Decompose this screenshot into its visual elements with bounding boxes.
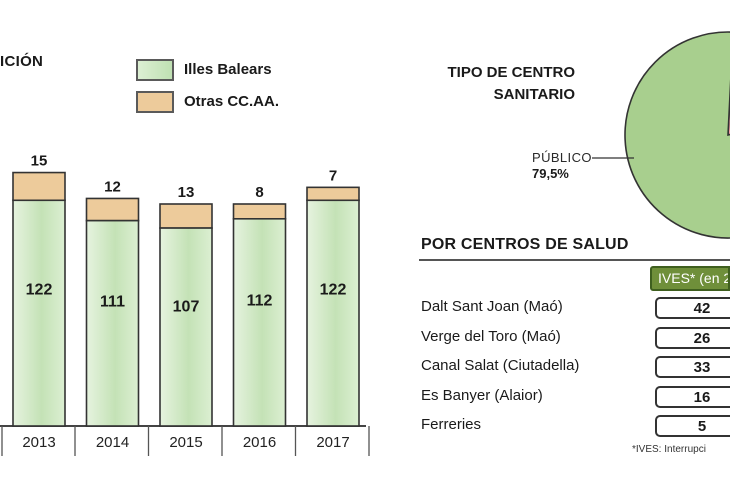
- pie-title-line2: SANITARIO: [493, 86, 575, 103]
- bar-illes-2015: [159, 227, 213, 427]
- table-row-label: Canal Salat (Ciutadella): [421, 357, 580, 374]
- table-row-value: 33: [655, 356, 730, 378]
- legend-swatch-illes-balears: [136, 59, 174, 81]
- pie-slice-pct-publico: 79,5%: [532, 166, 569, 181]
- bar-label-illes-2016: 112: [247, 293, 273, 310]
- table-column-header: IVES* (en 20: [650, 266, 730, 291]
- bar-label-otras-2015: 13: [178, 184, 195, 201]
- x-tick-label-2013: 2013: [22, 434, 55, 451]
- table-row-value: 16: [655, 385, 730, 408]
- table-row-label: Verge del Toro (Maó): [421, 327, 561, 345]
- pie-leader-line: [592, 157, 634, 159]
- x-tick-label-2014: 2014: [96, 434, 129, 451]
- table-row-value: 5: [655, 415, 730, 437]
- bar-illes-2016: [232, 218, 287, 427]
- x-tick-label-2016: 2016: [243, 434, 276, 451]
- bar-label-illes-2013: 122: [26, 281, 53, 298]
- bar-otras-2014: [85, 197, 140, 222]
- bar-label-otras-2016: 8: [255, 184, 263, 201]
- legend-swatch-otras-ccaa: [136, 91, 174, 113]
- bar-label-illes-2015: 107: [173, 298, 200, 315]
- bar-label-otras-2013: 15: [31, 153, 48, 170]
- stacked-bar-chart: 122 15 2013 111 12 2014 107 13 2015 112 8 2016 122 7 2…: [0, 153, 370, 456]
- bar-label-otras-2017: 7: [329, 167, 337, 184]
- chart-title-fragment: ICIÓN: [0, 53, 44, 70]
- bar-label-illes-2014: 111: [100, 294, 125, 311]
- table-row-label: Es Banyer (Alaior): [421, 386, 543, 404]
- bar-otras-2013: [12, 171, 66, 202]
- table-row-value: 26: [655, 326, 730, 349]
- pie-title: TIPO DE CENTRO SANITARIO: [400, 62, 575, 106]
- bar-label-illes-2017: 122: [320, 281, 347, 298]
- bar-otras-2016: [232, 203, 287, 220]
- bar-label-otras-2014: 12: [104, 178, 121, 195]
- table-row-label: Dalt Sant Joan (Maó): [421, 298, 563, 315]
- pie-title-line1: TIPO DE CENTRO: [447, 64, 575, 81]
- table-footnote: *IVES: Interrupci: [632, 444, 706, 455]
- table-title: POR CENTROS DE SALUD: [421, 236, 629, 253]
- bar-otras-2015: [159, 203, 213, 229]
- legend-label-illes-balears: Illes Balears: [184, 61, 272, 78]
- bar-otras-2017: [306, 186, 360, 202]
- x-tick-label-2015: 2015: [169, 434, 202, 451]
- bar-illes-2017: [306, 199, 360, 427]
- x-tick-label-2017: 2017: [316, 434, 349, 451]
- table-row-label: Ferreries: [421, 416, 482, 433]
- pie-slice-label-publico: PÚBLICO: [532, 150, 592, 165]
- table-row-value: 42: [655, 297, 730, 319]
- table-rule: [419, 259, 730, 261]
- bar-illes-2014: [85, 219, 140, 427]
- bar-illes-2013: [12, 199, 66, 427]
- pie-slice-publico: [624, 31, 730, 239]
- pie-chart: [624, 31, 730, 239]
- legend-label-otras-ccaa: Otras CC.AA.: [184, 93, 280, 110]
